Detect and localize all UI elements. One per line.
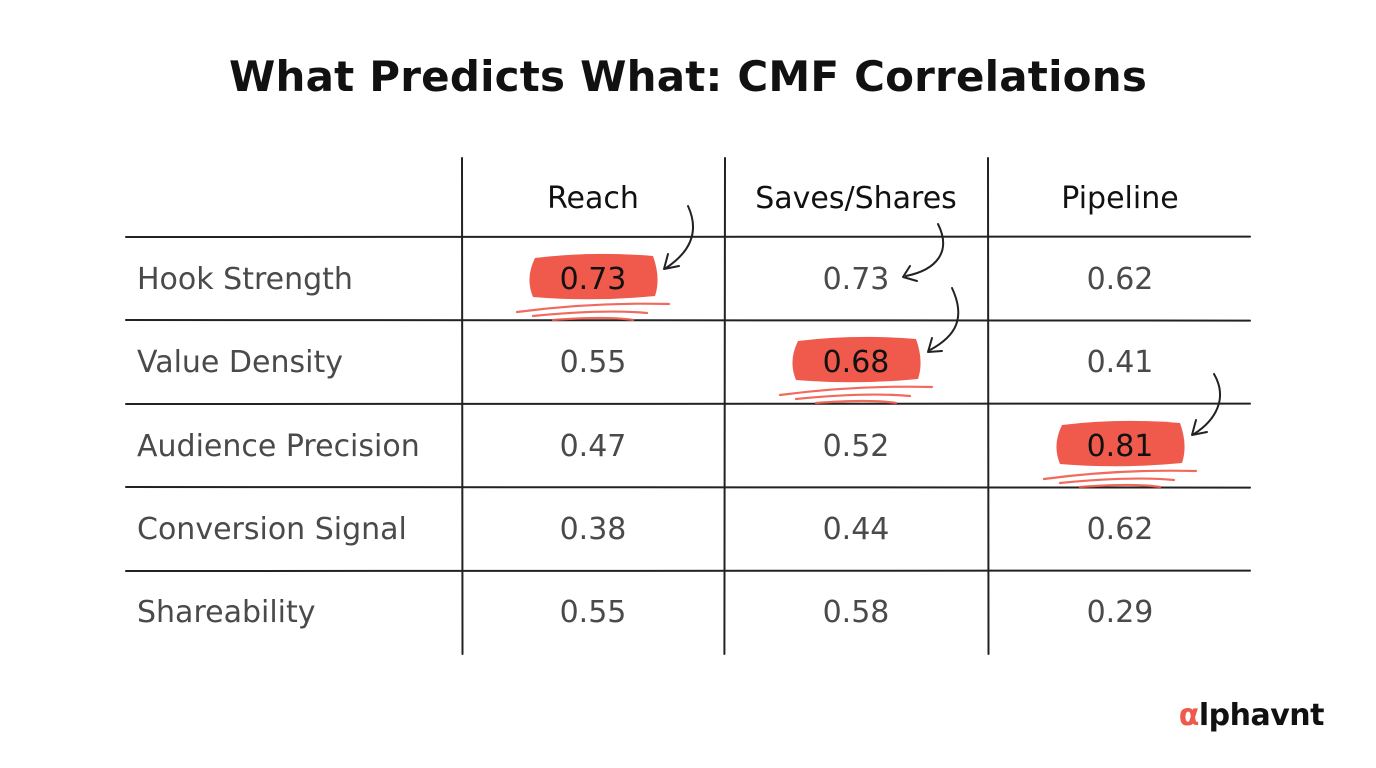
highlight-underline	[814, 399, 898, 405]
highlight-underline	[1058, 477, 1176, 485]
column-header: Pipeline	[1061, 181, 1178, 216]
row-label: Shareability	[137, 595, 316, 630]
annotation-arrow	[1193, 373, 1221, 435]
table-cell: 0.47	[560, 429, 627, 464]
table-cell: 0.62	[1087, 262, 1154, 297]
arrow-head	[902, 265, 918, 282]
column-divider	[461, 157, 464, 655]
table-cell: 0.68	[823, 345, 890, 380]
highlight-underline	[551, 316, 635, 322]
arrow-head	[927, 337, 943, 353]
table-cell: 0.38	[560, 512, 627, 547]
row-label: Audience Precision	[137, 429, 420, 464]
table-cell: 0.81	[1087, 429, 1154, 464]
table-grid	[125, 157, 1251, 655]
highlight-underline	[1078, 483, 1162, 489]
table-cell: 0.55	[560, 345, 627, 380]
brand-logo: αlphavnt	[1178, 698, 1325, 733]
page-title: What Predicts What: CMF Correlations	[228, 52, 1148, 101]
highlight-underline	[778, 385, 934, 397]
highlight-marker	[529, 253, 658, 300]
highlight-marks	[515, 253, 1198, 489]
row-label: Value Density	[137, 345, 343, 380]
table-cell: 0.29	[1087, 595, 1154, 630]
annotation-arrow	[929, 287, 960, 351]
annotation-arrow	[665, 205, 694, 269]
table-cell: 0.58	[823, 595, 890, 630]
table-cell: 0.62	[1087, 512, 1154, 547]
arrow-head	[1191, 419, 1208, 436]
highlight-marker	[792, 336, 921, 383]
column-header: Reach	[547, 181, 639, 216]
highlight-underline	[531, 310, 649, 318]
table-cell: 0.44	[823, 512, 890, 547]
column-divider	[723, 157, 726, 655]
highlight-underline	[515, 302, 671, 314]
row-label: Hook Strength	[137, 262, 353, 297]
row-divider	[125, 319, 1251, 322]
row-label: Conversion Signal	[137, 512, 407, 547]
column-divider	[987, 157, 990, 655]
table-cell: 0.73	[560, 262, 627, 297]
row-divider	[125, 486, 1251, 489]
column-header: Saves/Shares	[755, 181, 957, 216]
highlight-underline	[794, 393, 912, 401]
highlight-marker	[1056, 420, 1185, 467]
arrow-head	[663, 253, 680, 270]
table-cell: 0.41	[1087, 345, 1154, 380]
table-cell: 0.52	[823, 429, 890, 464]
brand-logo-text: lphavnt	[1198, 698, 1325, 733]
table-cell: 0.55	[560, 595, 627, 630]
brand-logo-accent: α	[1178, 698, 1200, 733]
table-cell: 0.73	[823, 262, 890, 297]
table-text: Reach Saves/Shares Pipeline Hook Strength Va…	[137, 181, 1179, 630]
highlight-underline	[1042, 469, 1198, 481]
annotation-arrows	[663, 205, 1221, 436]
annotation-arrow	[905, 223, 944, 277]
